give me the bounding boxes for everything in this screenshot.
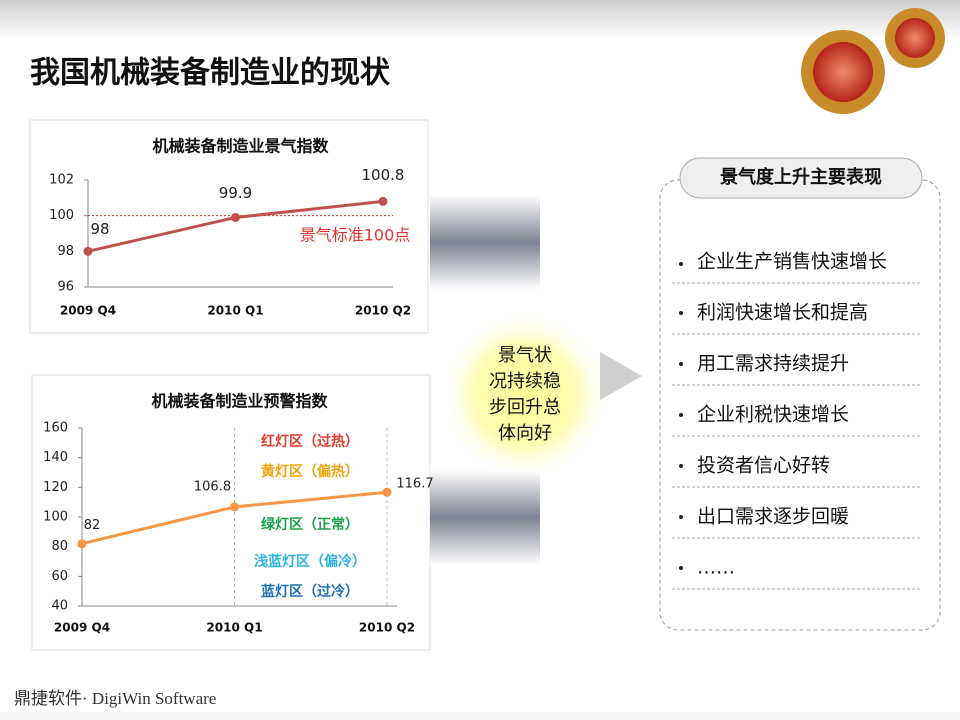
chart-title: 机械装备制造业预警指数 bbox=[151, 392, 328, 411]
x-tick-label: 2009 Q4 bbox=[54, 621, 110, 635]
y-tick-label: 140 bbox=[43, 450, 68, 465]
bullet-dot bbox=[679, 362, 683, 366]
x-tick-label: 2009 Q4 bbox=[60, 304, 116, 318]
logo: 鼎捷软件· DigiWin Software bbox=[14, 689, 216, 708]
data-point bbox=[77, 539, 87, 549]
x-tick-label: 2010 Q2 bbox=[359, 621, 415, 635]
value-label: 106.8 bbox=[194, 479, 231, 494]
bullet-text: 企业利税快速增长 bbox=[697, 404, 849, 426]
slide-title: 我国机械装备制造业的现状 bbox=[30, 56, 391, 91]
value-label: 116.7 bbox=[396, 477, 433, 492]
top-band bbox=[0, 0, 960, 40]
arrow bbox=[600, 352, 642, 400]
y-tick-label: 98 bbox=[57, 244, 74, 259]
bullet-text: 企业生产销售快速增长 bbox=[697, 251, 887, 273]
data-point bbox=[378, 196, 388, 206]
y-tick-label: 80 bbox=[51, 539, 68, 554]
data-point bbox=[231, 212, 240, 222]
zone-label: 绿灯区（正常） bbox=[261, 516, 359, 533]
bullet-dot bbox=[679, 566, 683, 570]
bullet-text: 出口需求逐步回暖 bbox=[697, 506, 849, 528]
summary-line: 体向好 bbox=[498, 423, 552, 444]
summary-line: 步回升总 bbox=[489, 397, 561, 418]
data-point bbox=[83, 246, 93, 256]
bullet-dot bbox=[679, 413, 683, 417]
footer-band bbox=[0, 712, 960, 720]
y-tick-label: 60 bbox=[51, 569, 68, 584]
data-point bbox=[230, 502, 239, 512]
y-tick-label: 100 bbox=[43, 510, 68, 525]
connector-band bbox=[430, 470, 540, 565]
box-header bbox=[679, 157, 923, 199]
summary-line: 况持续稳 bbox=[489, 371, 561, 392]
bullet-dot bbox=[679, 464, 683, 468]
y-tick-label: 102 bbox=[49, 173, 74, 188]
bullet-text: 投资者信心好转 bbox=[697, 455, 830, 477]
zone-label: 黄灯区（偏热） bbox=[261, 463, 359, 480]
x-tick-label: 2010 Q1 bbox=[206, 621, 262, 635]
y-tick-label: 160 bbox=[43, 421, 68, 436]
x-tick-label: 2010 Q1 bbox=[207, 304, 263, 318]
zone-label: 蓝灯区（过冷） bbox=[261, 583, 359, 600]
bullet-list: 企业生产销售快速增长利润快速增长和提高用工需求持续提升企业利税快速增长投资者信心… bbox=[672, 251, 922, 590]
chart-title: 机械装备制造业景气指数 bbox=[152, 137, 329, 156]
bullet-text: 利润快速增长和提高 bbox=[697, 302, 868, 324]
bullet-dot bbox=[679, 311, 683, 315]
value-label: 82 bbox=[84, 518, 101, 533]
summary-glow bbox=[440, 310, 610, 480]
chart-panel bbox=[29, 119, 429, 334]
bullet-dot bbox=[679, 262, 683, 266]
connector-band bbox=[430, 195, 540, 290]
y-tick-label: 100 bbox=[49, 208, 74, 223]
chart-panel bbox=[31, 374, 431, 651]
y-tick-label: 96 bbox=[57, 280, 74, 295]
bullet-dot bbox=[679, 515, 683, 519]
zone-label: 浅蓝灯区（偏冷） bbox=[254, 553, 366, 570]
y-tick-label: 120 bbox=[43, 480, 68, 495]
box-title: 景气度上升主要表现 bbox=[720, 166, 882, 188]
reference-label: 景气标准100点 bbox=[300, 226, 411, 245]
y-tick-label: 40 bbox=[51, 599, 68, 614]
bullet-text: 用工需求持续提升 bbox=[697, 353, 849, 375]
data-point bbox=[382, 487, 392, 497]
bullet-text: …… bbox=[697, 557, 735, 579]
gear-decor bbox=[801, 8, 945, 114]
summary-line: 景气状 bbox=[498, 345, 552, 366]
value-label: 100.8 bbox=[362, 166, 405, 184]
value-label: 99.9 bbox=[219, 184, 252, 202]
x-tick-label: 2010 Q2 bbox=[355, 304, 411, 318]
value-label: 98 bbox=[90, 220, 109, 238]
zone-label: 红灯区（过热） bbox=[261, 433, 359, 450]
